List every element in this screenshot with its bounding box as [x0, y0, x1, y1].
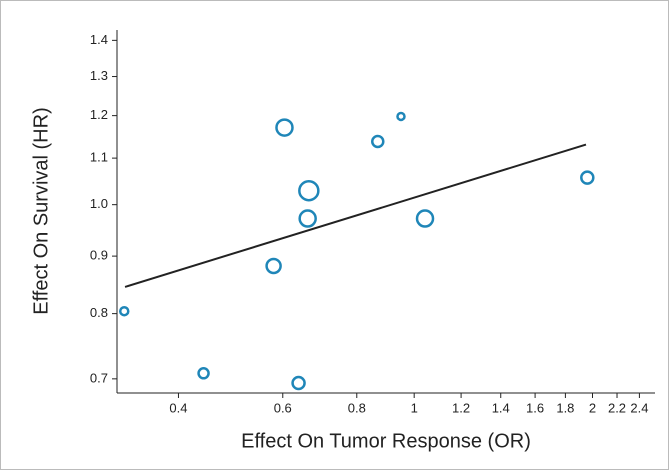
x-tick-label: 2.2: [608, 400, 626, 415]
y-tick-label: 0.8: [90, 305, 108, 320]
y-tick-label: 0.7: [90, 370, 108, 385]
point: [265, 257, 282, 275]
point: [275, 118, 294, 137]
x-tick-label: 1.2: [452, 400, 470, 415]
y-tick-label: 1.1: [90, 150, 108, 165]
y-tick-label: 0.9: [90, 248, 108, 263]
y-tick-label: 1.3: [90, 68, 108, 83]
x-tick-label: 1.8: [556, 400, 574, 415]
point: [371, 134, 385, 149]
x-tick-label: 0.6: [274, 400, 292, 415]
x-axis-title: Effect On Tumor Response (OR): [241, 430, 531, 452]
point: [118, 305, 130, 317]
y-tick-label: 1.0: [90, 196, 108, 211]
point: [197, 367, 210, 380]
x-tick-label: 1.4: [492, 400, 510, 415]
x-tick-label: 2: [589, 400, 596, 415]
y-tick-label: 1.4: [90, 32, 108, 47]
point: [291, 375, 306, 391]
y-tick-label: 1.2: [90, 107, 108, 122]
point: [396, 111, 406, 122]
x-tick-label: 0.8: [348, 400, 366, 415]
x-tick-label: 1.6: [526, 400, 544, 415]
x-tick-label: 2.4: [630, 400, 648, 415]
x-tick-label: 0.4: [169, 400, 187, 415]
x-tick-label: 1: [411, 400, 418, 415]
point: [415, 209, 435, 228]
point: [298, 179, 320, 202]
point: [580, 170, 595, 185]
point: [298, 209, 317, 228]
trend-line: [124, 143, 587, 288]
y-axis-title: Effect On Survival (HR): [30, 107, 52, 314]
